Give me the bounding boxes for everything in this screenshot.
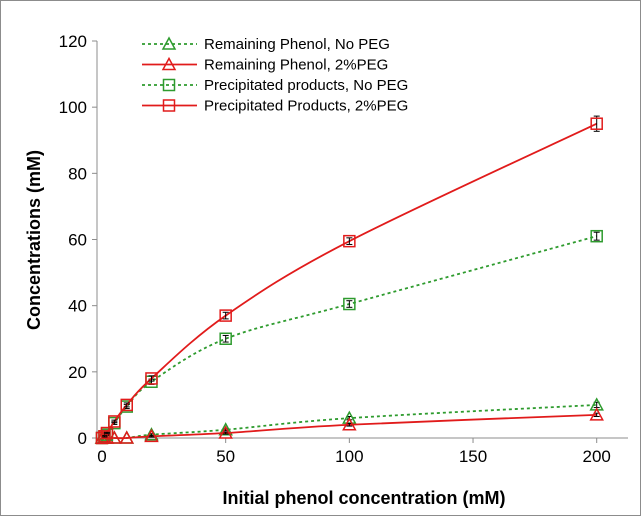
- data-point: [590, 117, 603, 130]
- axes: 0 20 40 60 80 100 120 0 50 100 150 200: [59, 32, 628, 466]
- series-3: [95, 115, 603, 445]
- data-point: [107, 430, 122, 444]
- data-point: [218, 422, 233, 436]
- x-tick-label: 50: [216, 447, 235, 466]
- data-point: [144, 428, 159, 443]
- x-tick-label: 0: [97, 447, 106, 466]
- x-tick-label: 100: [335, 447, 363, 466]
- legend-swatch-marker: [162, 78, 176, 92]
- x-tick-label: 200: [583, 447, 611, 466]
- legend-entry-1: Remaining Phenol, 2%PEG: [142, 57, 388, 74]
- legend-entry-3: Precipitated Products, 2%PEG: [142, 98, 408, 115]
- legend-swatch-marker: [161, 36, 177, 50]
- legend-swatch-marker: [162, 99, 176, 112]
- data-point: [120, 398, 133, 412]
- y-tick-label: 20: [68, 363, 87, 382]
- data-point: [119, 430, 134, 444]
- data-point: [590, 229, 603, 243]
- y-tick-label: 100: [59, 98, 87, 117]
- legend-entry-2: Precipitated products, No PEG: [142, 77, 408, 94]
- y-tick-label: 0: [78, 429, 87, 448]
- data-point: [108, 415, 121, 428]
- legend-label: Precipitated Products, 2%PEG: [204, 98, 408, 115]
- legend-entry-0: Remaining Phenol, No PEG: [142, 36, 390, 53]
- y-axis-title: Concentrations (mM): [24, 150, 44, 330]
- data-point: [343, 297, 356, 311]
- data-point: [219, 309, 232, 322]
- legend-label: Precipitated products, No PEG: [204, 77, 408, 94]
- legend-swatch-marker: [161, 56, 177, 71]
- y-tick-label: 60: [68, 231, 87, 250]
- series-line: [101, 235, 597, 439]
- legend: Remaining Phenol, No PEG Remaining Phenol…: [142, 36, 408, 115]
- x-axis-title: Initial phenol concentration (mM): [223, 488, 506, 508]
- y-tick-label: 80: [68, 164, 87, 183]
- data-point: [342, 417, 357, 431]
- x-tick-label: 150: [459, 447, 487, 466]
- series-line: [101, 122, 598, 439]
- data-point: [100, 426, 114, 440]
- series-layer: [94, 115, 604, 445]
- data-point: [144, 427, 159, 441]
- series-line: [101, 404, 597, 440]
- legend-label: Remaining Phenol, No PEG: [204, 36, 390, 53]
- y-tick-label: 120: [59, 32, 87, 51]
- legend-label: Remaining Phenol, 2%PEG: [204, 57, 388, 74]
- data-point: [589, 407, 604, 421]
- data-point: [219, 332, 232, 345]
- data-point: [343, 234, 356, 248]
- y-tick-label: 40: [68, 297, 87, 316]
- data-point: [145, 372, 158, 385]
- data-point: [98, 430, 111, 443]
- data-point: [218, 425, 233, 439]
